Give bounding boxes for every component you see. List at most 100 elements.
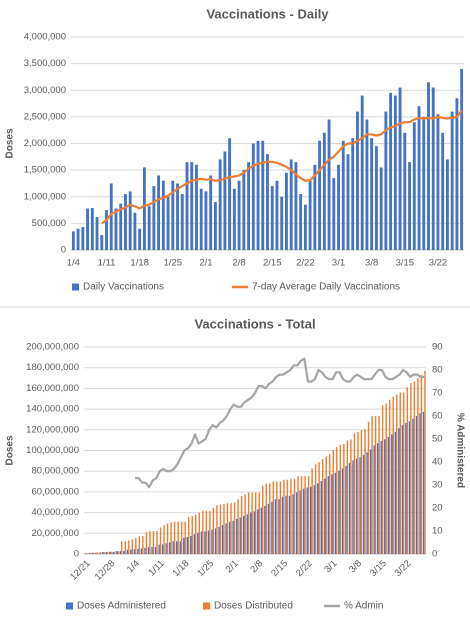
bar <box>151 547 153 554</box>
bar <box>279 481 282 554</box>
bar <box>195 514 197 554</box>
bar <box>213 202 217 250</box>
bar <box>209 511 211 554</box>
bar <box>422 411 425 554</box>
bar <box>320 481 322 554</box>
bar <box>446 159 449 250</box>
bar <box>357 431 359 554</box>
bar <box>152 186 156 250</box>
bar <box>90 207 94 250</box>
bar <box>92 552 95 554</box>
legend-label: Daily Vaccinations <box>83 282 164 293</box>
bar <box>190 162 194 250</box>
y2-tick-label: 20 <box>432 503 443 514</box>
bar <box>235 519 238 554</box>
bar <box>262 485 264 554</box>
bar <box>98 552 100 554</box>
bar <box>149 531 151 554</box>
x-tick-label: 1/25 <box>164 258 183 269</box>
bar <box>179 541 181 554</box>
bar <box>356 111 359 250</box>
bar <box>117 551 119 554</box>
bar <box>99 552 102 554</box>
bar <box>417 378 419 554</box>
bar <box>232 188 236 250</box>
bar <box>280 196 284 250</box>
bar <box>221 525 224 554</box>
bar <box>374 146 378 250</box>
bar <box>95 216 99 250</box>
bar <box>109 183 113 250</box>
bar <box>237 499 239 554</box>
bar <box>283 479 285 554</box>
y-tick-label: 0 <box>61 245 66 256</box>
bar <box>133 549 136 554</box>
bar <box>156 531 158 554</box>
bar <box>240 496 243 554</box>
bar <box>119 551 122 554</box>
bar <box>275 180 279 250</box>
bar <box>253 511 255 554</box>
y-tick-label: 1,000,000 <box>24 191 66 202</box>
y-axis-title: Doses <box>5 435 16 465</box>
bar <box>286 479 289 554</box>
bar <box>325 456 327 554</box>
x-tick-label: 1/18 <box>130 258 149 269</box>
bar <box>177 521 179 554</box>
y-tick-label: 1,500,000 <box>24 165 66 176</box>
bar <box>130 549 132 554</box>
y2-axis-title: % Administered <box>454 413 465 488</box>
bar <box>345 466 347 554</box>
bar <box>289 159 293 250</box>
y-tick-label: 100,000,000 <box>26 445 79 456</box>
bar <box>381 405 384 554</box>
y2-tick-label: 30 <box>432 480 443 491</box>
bar <box>158 544 160 554</box>
bar <box>376 443 379 554</box>
bar <box>180 194 184 250</box>
bar <box>355 458 358 554</box>
bar <box>126 549 129 554</box>
y-tick-label: 3,500,000 <box>24 58 66 69</box>
bar <box>270 186 274 250</box>
bar <box>269 483 271 554</box>
y-tick-label: 40,000,000 <box>31 507 79 518</box>
bar <box>114 208 118 250</box>
bar <box>403 392 405 554</box>
bar <box>81 227 85 250</box>
bar <box>103 552 105 554</box>
bar <box>369 449 372 554</box>
bar <box>288 495 291 554</box>
bar <box>100 235 104 250</box>
bar <box>384 111 388 250</box>
bar <box>318 140 322 250</box>
bar <box>135 538 137 554</box>
bar <box>294 162 298 250</box>
bar <box>223 151 227 250</box>
bar <box>147 206 151 250</box>
bar <box>76 228 80 250</box>
bar <box>412 122 416 250</box>
bar <box>389 92 393 250</box>
bar <box>185 162 189 250</box>
bar <box>299 194 303 250</box>
bar <box>336 447 338 554</box>
bar <box>405 423 407 554</box>
y-tick-label: 20,000,000 <box>31 528 79 539</box>
bar <box>138 228 142 250</box>
x-tick-label: 2/22 <box>296 258 315 269</box>
bar <box>228 521 231 554</box>
bar <box>332 178 336 250</box>
bar <box>346 154 350 250</box>
bar <box>133 212 137 250</box>
line <box>101 109 463 225</box>
legend-label: Doses Administered <box>77 601 166 612</box>
bar <box>380 441 382 554</box>
bar <box>318 462 320 554</box>
bar <box>116 551 118 554</box>
legend-label: Doses Distributed <box>214 601 293 612</box>
y-tick-label: 4,000,000 <box>24 32 66 43</box>
bar <box>232 520 234 554</box>
bar <box>216 505 218 554</box>
